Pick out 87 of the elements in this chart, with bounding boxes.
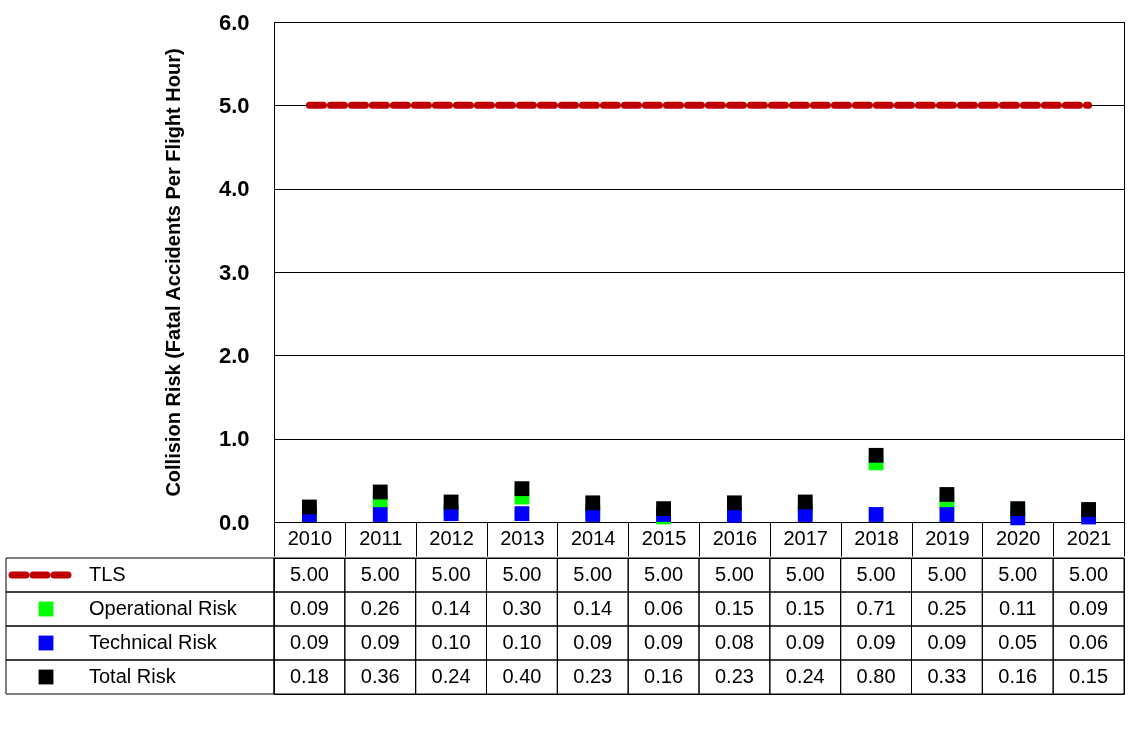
data-label: 5.00 <box>785 563 825 585</box>
point <box>939 487 955 502</box>
data-label: 0.09 <box>856 631 896 653</box>
x-tick-label: 2010 <box>287 526 333 549</box>
data-label: 0.06 <box>644 597 684 619</box>
point <box>372 484 388 500</box>
data-label: 0.09 <box>644 631 684 653</box>
data-label: 0.33 <box>927 665 967 687</box>
x-tick-label: 2014 <box>571 526 616 549</box>
data-label: 5.00 <box>856 563 896 585</box>
x-tick-label: 2013 <box>500 526 545 549</box>
data-label: 0.06 <box>1069 631 1109 653</box>
y-tick-label: 3.0 <box>218 259 250 285</box>
x-tick-label: 2012 <box>429 526 474 549</box>
data-label: 0.14 <box>573 597 613 619</box>
y-tick-label: 5.0 <box>218 92 250 118</box>
point <box>656 501 671 517</box>
data-label: 0.24 <box>431 665 471 687</box>
point <box>585 495 601 511</box>
x-tick-label: 2019 <box>925 526 970 549</box>
y-tick-label: 4.0 <box>218 176 250 202</box>
data-label: 0.30 <box>502 597 542 619</box>
data-label: 0.16 <box>644 665 684 687</box>
data-label: 0.40 <box>502 665 542 687</box>
data-label: 0.14 <box>431 597 471 619</box>
data-label: 0.25 <box>927 597 967 619</box>
legend-label: TLS <box>89 563 126 585</box>
data-label: 0.09 <box>360 631 400 653</box>
data-label: 0.15 <box>785 597 825 619</box>
point <box>514 481 530 497</box>
x-tick-label: 2015 <box>641 526 687 549</box>
data-label: 5.00 <box>360 563 400 585</box>
x-tick-label: 2011 <box>359 526 403 549</box>
data-label: 0.16 <box>998 665 1038 687</box>
data-label: 5.00 <box>998 563 1038 585</box>
data-label: 0.10 <box>502 631 542 653</box>
data-label: 0.10 <box>431 631 471 653</box>
x-tick-label: 2021 <box>1066 526 1112 549</box>
text: 0.09 <box>1069 597 1109 619</box>
data-label: 0.11 <box>999 597 1037 619</box>
point <box>797 494 813 510</box>
y-axis-title: Collision Risk (Fatal Accidents Per Flight Hour) <box>161 48 184 497</box>
y-tick-label: 0.0 <box>218 509 250 535</box>
data-label: 5.00 <box>644 563 684 585</box>
data-label: 0.24 <box>785 665 825 687</box>
data-label: 0.05 <box>998 631 1038 653</box>
y-tick-label: 2.0 <box>218 342 250 368</box>
data-label: 5.00 <box>927 563 967 585</box>
y-tick-label: 1.0 <box>218 426 250 452</box>
legend-label: Total Risk <box>89 665 177 687</box>
data-label: 0.18 <box>289 665 329 687</box>
point <box>939 507 955 522</box>
point <box>1081 502 1096 517</box>
x-tick-label: 2017 <box>783 526 828 549</box>
data-label: 0.09 <box>289 631 329 653</box>
data-label: 0.26 <box>360 597 400 619</box>
data-label: 0.09 <box>927 631 967 653</box>
data-label: 5.00 <box>289 563 329 585</box>
data-label: 5.00 <box>714 563 754 585</box>
data-label: 5.00 <box>502 563 542 585</box>
data-label: 0.80 <box>856 665 896 687</box>
data-label: 0.23 <box>714 665 754 687</box>
legend-label: Technical Risk <box>89 631 218 653</box>
data-label: 0.09 <box>573 631 613 653</box>
data-label: 5.00 <box>431 563 471 585</box>
legend-label: Operational Risk <box>89 597 238 619</box>
point <box>372 507 388 522</box>
data-label: 0.71 <box>856 597 896 619</box>
point <box>302 499 317 515</box>
data-label: 0.08 <box>714 631 754 653</box>
data-label: 5.00 <box>1069 563 1109 585</box>
point <box>727 495 742 511</box>
data-label: 0.23 <box>573 665 613 687</box>
x-tick-label: 2020 <box>996 526 1041 549</box>
point <box>1010 501 1026 517</box>
y-tick-label: 6.0 <box>218 9 250 35</box>
x-tick-label: 2016 <box>712 526 758 549</box>
point <box>868 507 884 522</box>
data-label: 0.09 <box>289 597 329 619</box>
point <box>514 506 530 522</box>
data-label: 0.15 <box>1069 665 1109 687</box>
text: 0.15 <box>714 597 754 619</box>
point <box>868 447 884 463</box>
data-label: 5.00 <box>573 563 613 585</box>
data-label: 0.09 <box>785 631 825 653</box>
x-tick-label: 2018 <box>854 526 899 549</box>
data-label: 0.36 <box>360 665 400 687</box>
